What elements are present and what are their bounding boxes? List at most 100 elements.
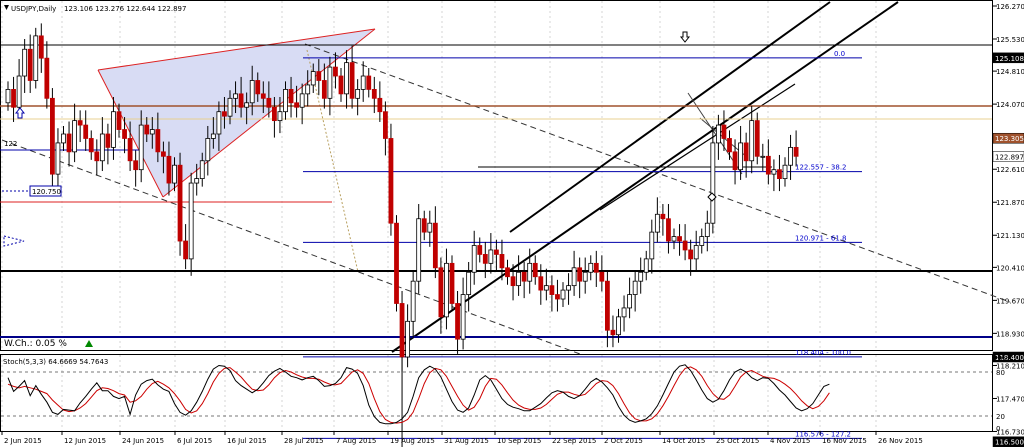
candle-body	[638, 271, 644, 282]
x-tick-label: 24 Jun 2015	[122, 437, 164, 445]
candle-body	[355, 89, 361, 99]
price-axis: 126.270125.530124.810124.070123.330122.6…	[993, 3, 1024, 436]
candle-body	[199, 160, 205, 180]
stoch-main-line	[7, 364, 830, 425]
stoch-axis-80: 80	[996, 369, 1005, 377]
level-120750-box[interactable]	[29, 185, 62, 197]
channel-lower-line[interactable]	[391, 1, 899, 353]
weekly-change-label: W.Ch.: 0.05 %	[4, 339, 67, 349]
candles	[5, 23, 799, 447]
candle-body	[188, 182, 194, 260]
candle-body	[216, 111, 222, 135]
fib-drop-dotted-line[interactable]	[306, 49, 359, 273]
candle-body	[294, 102, 300, 108]
y-tick-label: 125.530	[996, 36, 1024, 44]
stoch-axis-0: 0	[996, 425, 1000, 433]
candle-body	[38, 35, 44, 59]
candle-body	[582, 271, 588, 282]
stoch-signal-line	[7, 366, 830, 424]
candle-body	[222, 111, 227, 117]
candle-body	[160, 151, 166, 157]
price-axis-box	[992, 52, 1024, 64]
level-122-label: 122	[4, 140, 17, 148]
candle-body	[444, 262, 449, 318]
stoch-axis-20: 20	[996, 413, 1005, 421]
candle-body	[427, 222, 433, 233]
candle-body	[405, 320, 411, 358]
candle-body	[627, 294, 632, 309]
candle-body	[671, 236, 677, 242]
candle-body	[255, 80, 261, 95]
candle-body	[571, 267, 577, 287]
candle-body	[743, 142, 749, 162]
channel-short-line[interactable]	[599, 83, 796, 211]
candle-body	[732, 151, 738, 171]
y-tick-label: 116.730	[996, 428, 1024, 436]
candle-body	[155, 129, 161, 153]
fib-label: 120.971 - 61.8	[795, 234, 847, 242]
candle-body	[283, 89, 288, 113]
candle-body	[194, 178, 200, 184]
candle-body	[310, 71, 316, 86]
candle-body	[449, 262, 455, 304]
stoch-pane-frame	[0, 354, 993, 432]
x-tick-label: 16 Nov 2015	[822, 437, 867, 445]
candle-body	[649, 231, 655, 260]
candle-body	[138, 124, 144, 171]
price-axis-box	[992, 151, 1024, 162]
price-axis-box	[992, 351, 1024, 363]
stoch-axis-100: 100	[996, 356, 1009, 364]
candle-body	[788, 146, 793, 166]
downtrend-dashed-lower[interactable]	[1, 139, 581, 355]
arrow-up-icon[interactable]	[14, 107, 26, 119]
price-axis-box-label: 122.897	[995, 153, 1024, 161]
candle-body	[83, 124, 89, 139]
date-axis: 2 Jun 2015 12 Jun 2015 24 Jun 2015 6 Jul 20…	[1, 431, 923, 445]
candle-body	[716, 124, 721, 144]
candle-body	[410, 280, 416, 322]
x-tick-label: 2 Oct 2015	[604, 437, 643, 445]
candle-body	[704, 222, 710, 237]
candle-body	[133, 160, 139, 171]
price-axis-box-label: 125.108	[995, 55, 1024, 63]
y-tick-label: 119.670	[996, 297, 1024, 305]
wedge-upper-line[interactable]	[97, 28, 376, 71]
triangle-up-icon	[85, 340, 93, 347]
stoch-label: Stoch(5,3,3) 64.6669 54.7643	[3, 358, 108, 366]
y-tick-label: 126.270	[996, 3, 1024, 11]
candle-body	[244, 102, 250, 108]
candle-body	[505, 267, 510, 278]
candle-body	[727, 138, 732, 153]
x-tick-label: 28 Jul 2015	[284, 437, 324, 445]
candle-body	[560, 289, 566, 300]
candle-body	[421, 218, 427, 233]
channel-upper-line[interactable]	[509, 1, 831, 233]
fib-label: 122.557 - 38.2	[795, 164, 847, 172]
candle-body	[382, 111, 388, 139]
candle-body	[416, 218, 422, 282]
candle-body	[765, 155, 771, 175]
arrow-down-icon[interactable]	[679, 31, 691, 43]
candle-body	[621, 307, 627, 318]
candle-body	[144, 124, 150, 135]
candle-body	[183, 240, 189, 260]
diamond-marker-icon[interactable]	[707, 192, 717, 202]
x-tick-label: 12 Jun 2015	[64, 437, 106, 445]
candle-body	[11, 89, 16, 108]
candle-body	[599, 271, 605, 282]
y-tick-label: 124.070	[996, 101, 1024, 109]
candle-body	[477, 245, 483, 255]
ohlc-text: 123.106 123.276 122.644 122.897	[64, 5, 186, 13]
x-tick-label: 4 Nov 2015	[770, 437, 810, 445]
candle-body	[366, 75, 372, 90]
candle-body	[333, 66, 338, 77]
candle-body	[99, 133, 105, 162]
fib-label: 116.576 - 127.2	[795, 430, 851, 438]
y-tick-label: 122.610	[996, 166, 1024, 174]
candle-body	[566, 285, 571, 291]
price-axis-box-label: 116.500	[995, 439, 1024, 447]
rising-wedge[interactable]	[98, 29, 375, 197]
candle-body	[616, 316, 621, 336]
candle-body	[321, 80, 327, 99]
